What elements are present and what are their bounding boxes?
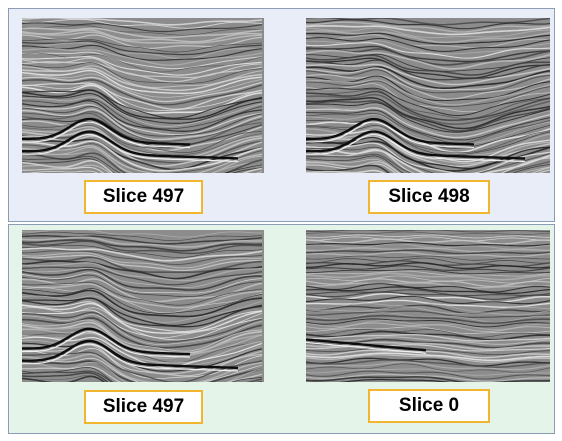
seismic-section-image: [306, 18, 550, 173]
slice-label: Slice 497: [84, 180, 203, 214]
slice-label: Slice 498: [368, 180, 490, 214]
seismic-section-image: [22, 18, 264, 173]
seismic-section-image: [306, 230, 550, 382]
seismic-section-image: [22, 230, 264, 382]
slice-label: Slice 497: [84, 390, 203, 424]
slice-label: Slice 0: [368, 389, 490, 423]
